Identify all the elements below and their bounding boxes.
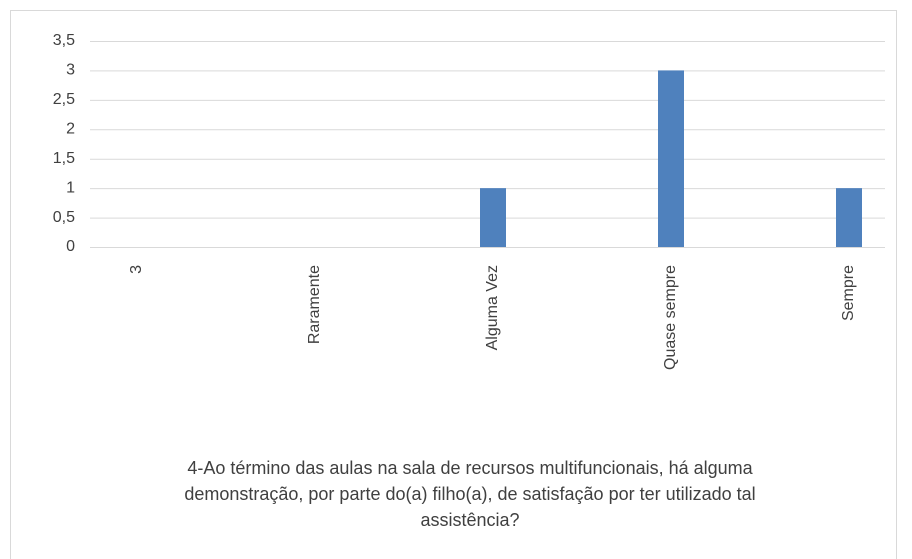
x-tick-label: Raramente xyxy=(306,265,323,344)
x-tick-label: Sempre xyxy=(840,265,857,321)
x-tick-label: 3 xyxy=(128,265,145,274)
y-tick-label: 1 xyxy=(66,179,75,196)
y-tick-label: 1,5 xyxy=(53,150,75,167)
y-tick-label: 0,5 xyxy=(53,209,75,226)
y-tick-label: 3,5 xyxy=(53,32,75,49)
bar xyxy=(836,188,862,247)
x-tick-label: Alguma Vez xyxy=(484,265,501,350)
y-tick-label: 3 xyxy=(66,62,75,79)
chart-title: 4-Ao término das aulas na sala de recurs… xyxy=(184,458,756,530)
x-tick-label: Quase sempre xyxy=(662,265,679,370)
y-tick-label: 0 xyxy=(66,238,75,255)
y-tick-label: 2,5 xyxy=(53,91,75,108)
chart-frame xyxy=(10,10,897,559)
y-tick-label: 2 xyxy=(66,121,75,138)
bar xyxy=(658,70,684,247)
bar xyxy=(480,188,506,247)
